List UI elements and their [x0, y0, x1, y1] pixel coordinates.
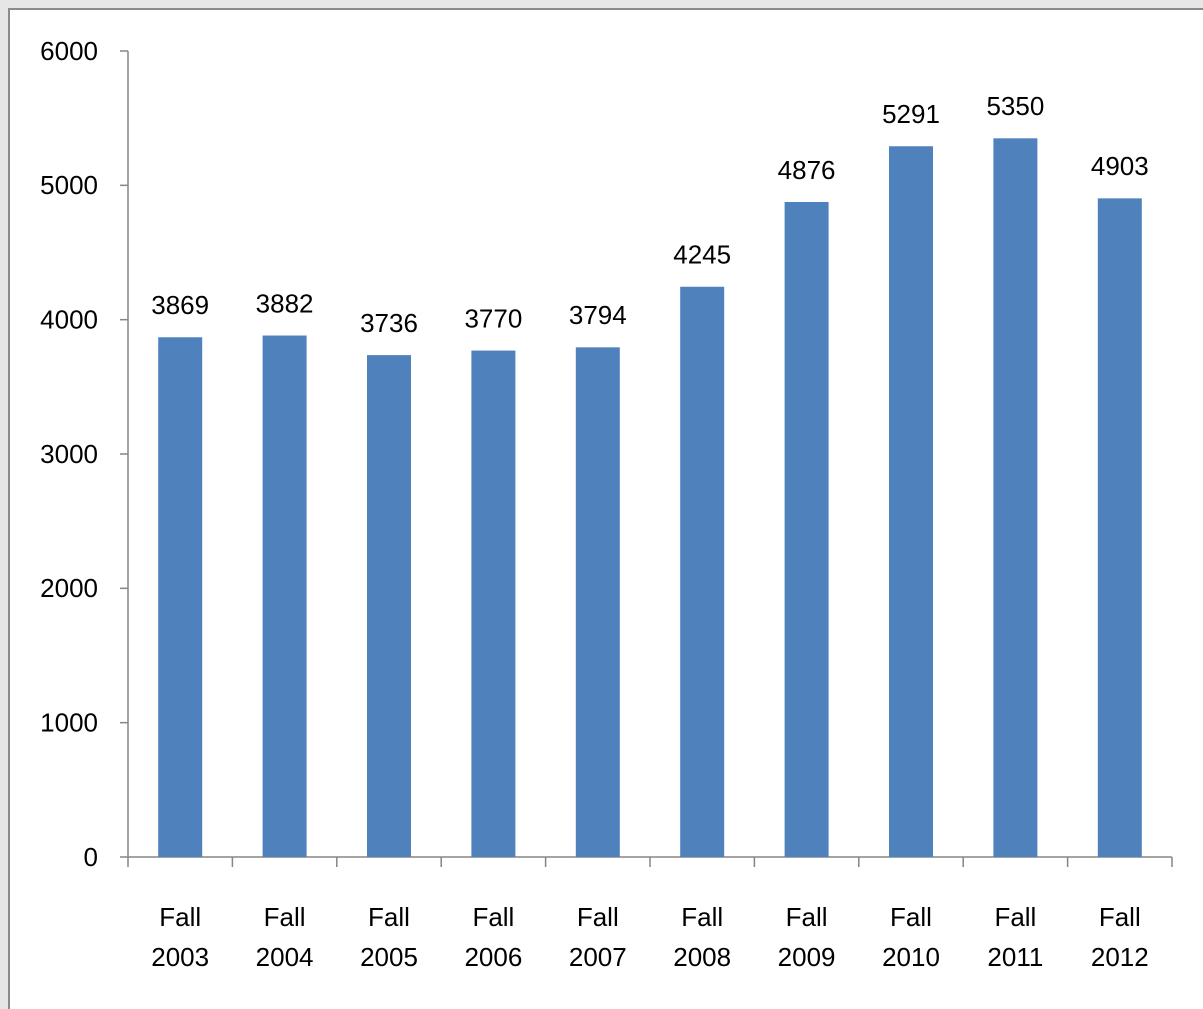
y-tick-label: 1000	[40, 708, 98, 738]
bar	[784, 201, 829, 857]
bar	[680, 286, 725, 857]
x-tick-label: Fall 2003	[151, 902, 210, 972]
bar	[575, 347, 620, 857]
y-tick-label: 5000	[40, 170, 98, 200]
bar	[471, 350, 516, 857]
y-tick-label: 2000	[40, 573, 98, 603]
x-tick-label: Fall 2007	[568, 902, 627, 972]
bar	[367, 355, 411, 857]
x-tick-label: Fall 2011	[987, 902, 1044, 972]
y-tick-label: 3000	[40, 439, 98, 469]
x-tick-label: Fall 2010	[882, 902, 940, 972]
y-tick-label: 6000	[40, 36, 98, 66]
bar	[158, 337, 203, 857]
data-label: 3882	[256, 288, 314, 318]
data-label: 3869	[151, 290, 209, 320]
x-tick-label: Fall 2004	[255, 902, 314, 972]
bar	[889, 146, 933, 858]
data-label: 4245	[673, 240, 731, 270]
data-label: 3736	[360, 308, 418, 338]
x-tick-label: Fall 2005	[360, 902, 418, 972]
data-label: 3770	[464, 303, 522, 333]
x-tick-label: Fall 2009	[777, 902, 836, 972]
bar	[1097, 198, 1142, 858]
y-tick-label: 4000	[40, 305, 98, 335]
data-label: 3794	[569, 300, 627, 330]
bar	[993, 138, 1038, 858]
data-label: 4876	[778, 155, 836, 185]
y-tick-label: 0	[84, 842, 98, 872]
bar	[262, 335, 307, 857]
data-label: 5350	[986, 91, 1044, 121]
x-tick-label: Fall 2006	[464, 902, 523, 972]
data-label: 4903	[1091, 151, 1149, 181]
x-tick-label: Fall 2012	[1090, 902, 1149, 972]
x-tick-label: Fall 2008	[673, 902, 732, 972]
data-label: 5291	[882, 99, 940, 129]
